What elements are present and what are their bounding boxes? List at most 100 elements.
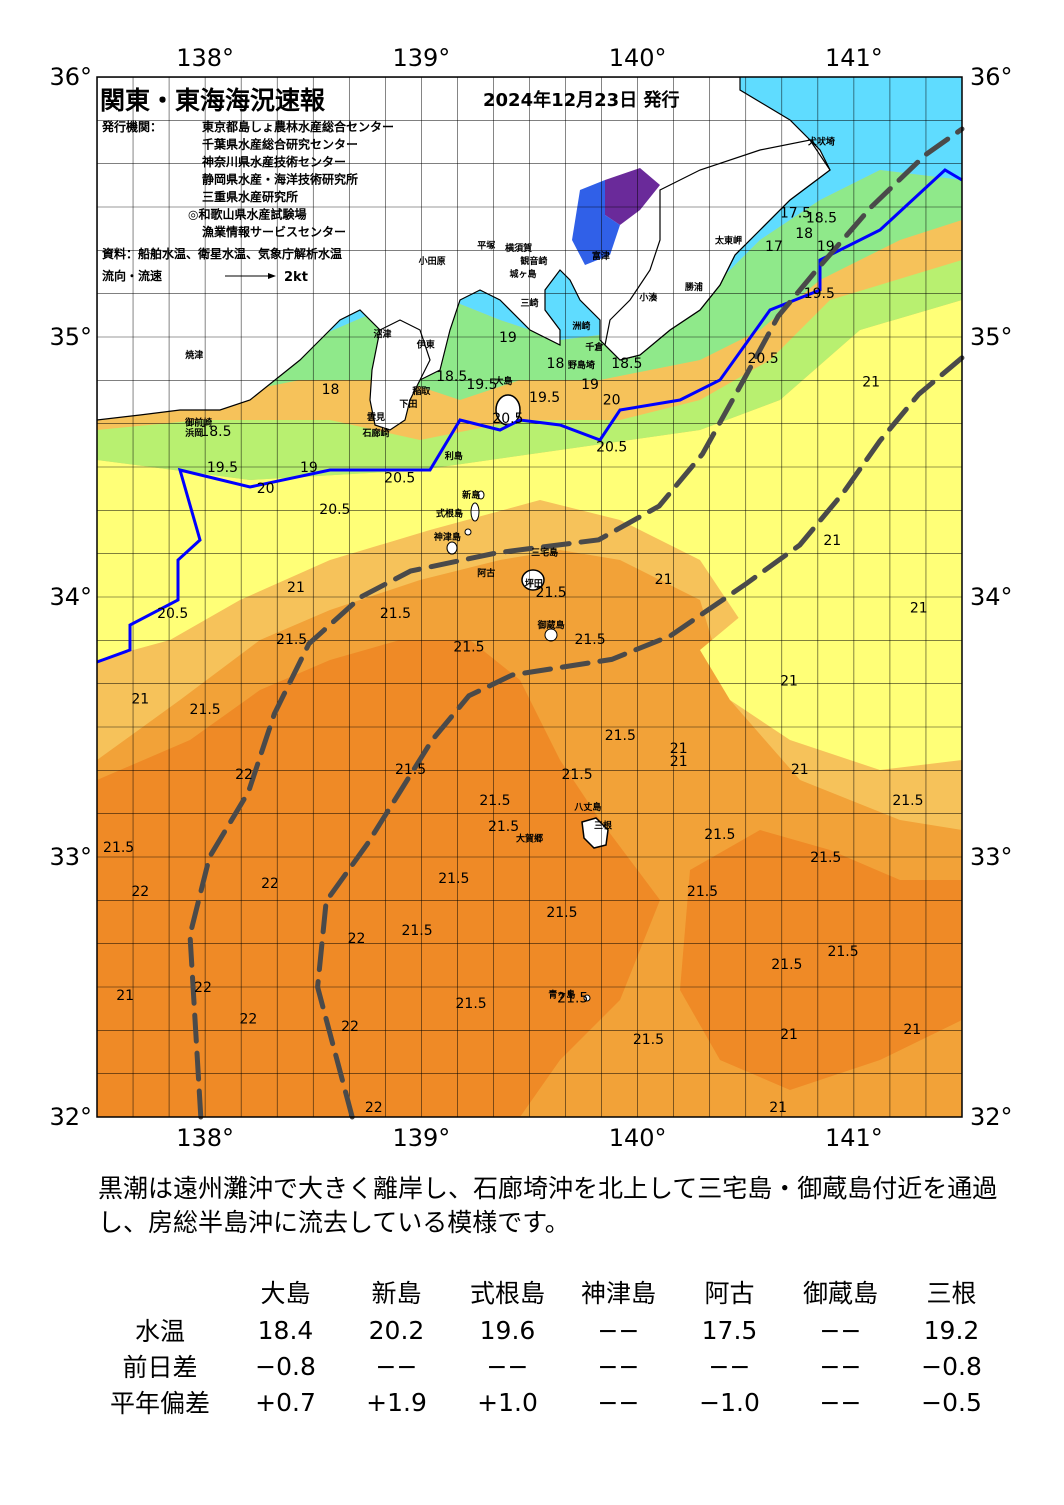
lon-tick-label-top: 139° (392, 44, 450, 72)
table-cell: −0.5 (921, 1387, 982, 1417)
bay-deep (605, 168, 660, 225)
isotherm-label: 20.5 (384, 471, 415, 487)
issuer-name: ◎和歌山県水産試験場 (188, 207, 306, 222)
isotherm-label: 18 (547, 356, 565, 372)
place-name: 小湊 (638, 292, 658, 304)
isotherm-label: 19 (581, 377, 599, 393)
isotherm-label: 19.5 (529, 390, 560, 406)
place-name: 神津島 (434, 531, 461, 543)
place-name: 洲崎 (572, 320, 590, 332)
lon-tick-label-bottom: 141° (825, 1124, 883, 1152)
isotherm-label: 19.5 (804, 286, 835, 302)
isotherm-label: 21.5 (574, 632, 605, 648)
place-name: 稲取 (412, 385, 431, 397)
issuer-name: 神奈川県水産技術センター (202, 154, 346, 169)
table-cell: 18.4 (257, 1315, 314, 1345)
summary-text: 黒潮は遠州灘沖で大きく離岸し、石廊埼沖を北上して三宅島・御蔵島付近を通過し、房総… (98, 1174, 998, 1237)
kuroshio-axis-line (315, 355, 965, 1120)
lat-lon-grid (97, 77, 962, 1117)
table-cell: +0.7 (255, 1387, 316, 1417)
isotherm-label: 21 (780, 1027, 798, 1043)
table-header-row: 大島 新島 式根島 神津島 阿古 御蔵島 三根 (90, 1272, 1007, 1312)
issuer-name: 三重県水産研究所 (202, 189, 298, 204)
place-name: 焼津 (185, 349, 203, 361)
lat-tick-label-right: 32° (970, 1103, 1013, 1131)
row-label: 平年偏差 (109, 1389, 210, 1418)
place-name: 御蔵島 (537, 619, 565, 631)
column-header: 三根 (926, 1279, 977, 1308)
table-cell: −− (819, 1315, 862, 1345)
isotherm-label: 21.5 (546, 905, 577, 921)
isotherm-label: 18.5 (611, 356, 642, 372)
table-cell: +1.0 (477, 1387, 538, 1417)
island-mikurajima (544, 628, 558, 642)
isotherm-label: 19.5 (207, 460, 238, 476)
column-header: 式根島 (469, 1279, 545, 1308)
issuer-name: 千葉県水産総合研究センター (202, 137, 358, 152)
place-name: 三崎 (520, 297, 538, 309)
island-niijima (470, 502, 480, 522)
lon-tick-label-top: 138° (176, 44, 234, 72)
table-cell: −− (708, 1351, 751, 1381)
isotherm-label: 21 (910, 601, 928, 617)
kuroshio-axis-line (187, 126, 965, 1120)
table-cell: 19.2 (923, 1315, 980, 1345)
isotherm-label: 21.5 (557, 991, 588, 1007)
table-row: 平年偏差 +0.7 +1.9 +1.0 −− −1.0 −− −0.5 (90, 1384, 1007, 1420)
lon-tick-label-bottom: 140° (609, 1124, 667, 1152)
place-name: 式根島 (436, 507, 463, 519)
place-name: 小田原 (418, 255, 446, 267)
isotherm-label: 20 (257, 481, 275, 497)
isotherm-label: 21 (769, 1100, 787, 1116)
map-frame (96, 76, 963, 1118)
place-name: 伊東 (416, 338, 435, 350)
place-name: 石廊崎 (361, 427, 389, 439)
isotherm-label: 18.5 (200, 424, 231, 440)
isotherm-label: 22 (239, 1011, 257, 1027)
table-cell: −− (486, 1351, 529, 1381)
isotherm-label: 22 (348, 931, 366, 947)
isotherm-label: 21.5 (190, 702, 221, 718)
lat-tick-label-left: 32° (49, 1103, 92, 1131)
isotherm-label: 21.5 (488, 819, 519, 835)
island-temperature-table: 大島 新島 式根島 神津島 阿古 御蔵島 三根 水温 18.4 20.2 19.… (90, 1272, 1007, 1420)
isotherm-label: 20.5 (492, 411, 523, 427)
column-header: 神津島 (580, 1279, 656, 1308)
place-name: 御前崎 (184, 416, 212, 428)
isotherm-label: 21.5 (456, 996, 487, 1012)
isotherm-label: 21 (780, 673, 798, 689)
hot-water-east (680, 830, 962, 1090)
isotherm-label: 21.5 (479, 793, 510, 809)
place-name: 太東岬 (714, 234, 742, 246)
table-cell: −1.0 (699, 1387, 760, 1417)
isotherm-label: 20 (603, 393, 621, 409)
mild-water-east (700, 520, 962, 770)
place-name: 利島 (444, 450, 463, 462)
isotherm-label: 21.5 (536, 585, 567, 601)
lat-tick-label-right: 36° (970, 63, 1013, 91)
place-name: 富津 (592, 250, 610, 262)
place-name: 横須賀 (505, 242, 532, 254)
isotherm-label: 21.5 (605, 728, 636, 744)
table-cell: −− (819, 1351, 862, 1381)
table-cell: −− (819, 1387, 862, 1417)
lat-tick-label-right: 35° (970, 323, 1013, 351)
issuer-name: 静岡県水産・海洋技術研究所 (202, 172, 358, 187)
place-name: 犬吠埼 (807, 136, 835, 148)
isotherm-label: 17 (765, 239, 783, 255)
isotherm-label: 21 (670, 754, 688, 770)
issuer-name: 漁業情報サービスセンター (202, 224, 346, 239)
table-cell: −− (597, 1315, 640, 1345)
data-source: 資料：船舶水温、衛星水温、気象庁解析水温 (102, 246, 342, 261)
lon-tick-label-bottom: 138° (176, 1124, 234, 1152)
place-name: 三宅島 (531, 546, 558, 558)
isotherm-label: 20.5 (596, 439, 627, 455)
kuroshio-axis (187, 126, 965, 1120)
place-name: 野島埼 (568, 359, 595, 371)
isotherm-label: 22 (341, 1019, 359, 1035)
isotherm-label: 21 (116, 988, 134, 1004)
bay-blue (572, 180, 620, 265)
lon-tick-label-top: 140° (609, 44, 667, 72)
isotherm-label: 22 (194, 980, 212, 996)
